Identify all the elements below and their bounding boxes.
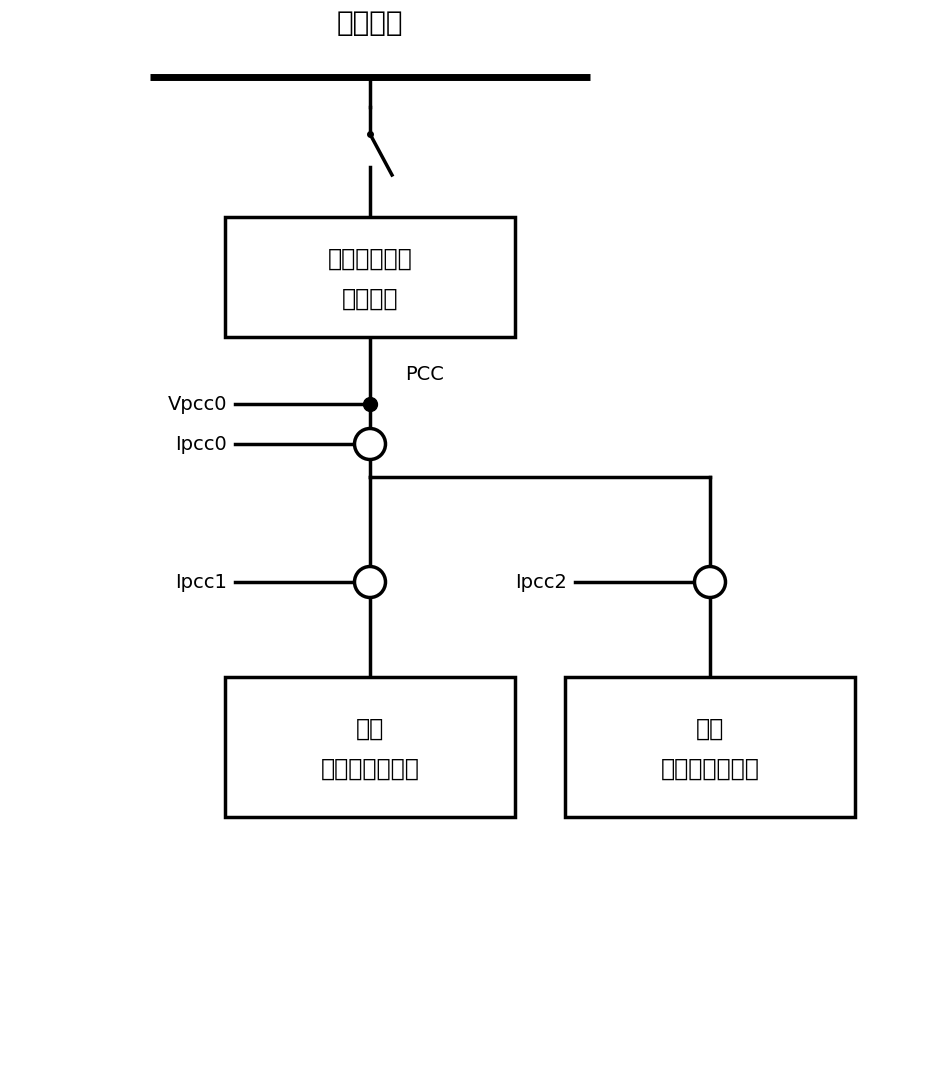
Text: 静止无功发生器: 静止无功发生器 bbox=[320, 757, 419, 781]
Text: 陪测: 陪测 bbox=[696, 717, 724, 741]
Bar bbox=[565, 678, 855, 817]
Text: Vpcc0: Vpcc0 bbox=[167, 394, 227, 414]
Text: PCC: PCC bbox=[405, 364, 444, 384]
Text: Ipcc0: Ipcc0 bbox=[176, 434, 227, 453]
Text: Ipcc2: Ipcc2 bbox=[516, 572, 567, 592]
Bar bbox=[225, 678, 515, 817]
Text: 静止无功发生器: 静止无功发生器 bbox=[660, 757, 759, 781]
Bar bbox=[225, 217, 515, 337]
Text: Ipcc1: Ipcc1 bbox=[176, 572, 227, 592]
Circle shape bbox=[695, 566, 726, 597]
Text: 电网故障模拟: 电网故障模拟 bbox=[328, 247, 413, 271]
Text: 被测: 被测 bbox=[356, 717, 384, 741]
Text: 交流母线: 交流母线 bbox=[337, 9, 403, 38]
Text: 测试装置: 测试装置 bbox=[342, 287, 398, 311]
Circle shape bbox=[355, 566, 386, 597]
Circle shape bbox=[355, 429, 386, 460]
